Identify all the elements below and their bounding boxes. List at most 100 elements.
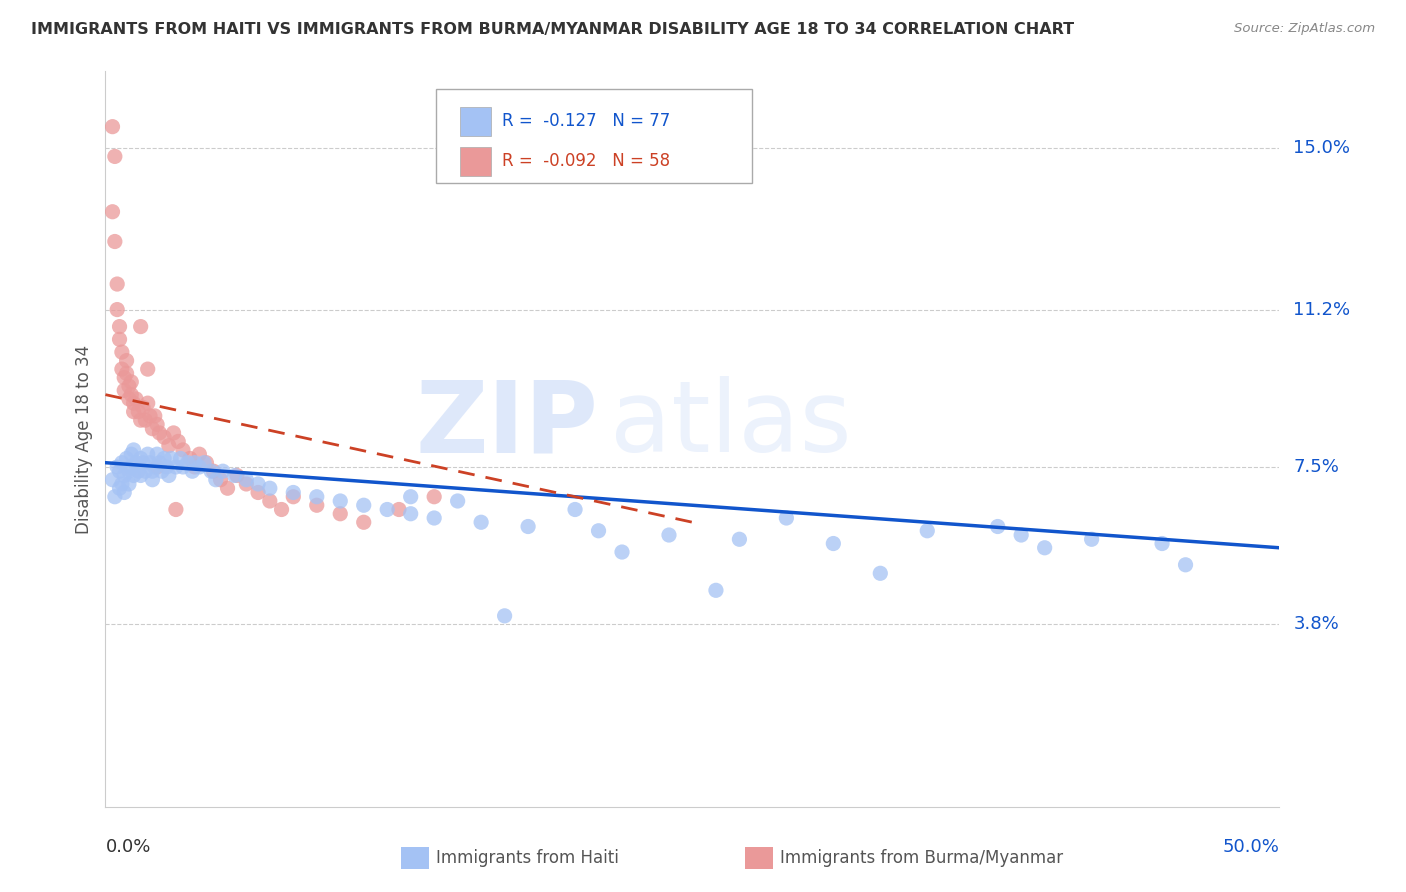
Point [122, 468, 145, 483]
Point [388, 502, 411, 516]
Point [188, 459, 211, 474]
Point [153, 451, 176, 466]
Point [329, 494, 352, 508]
Point [869, 566, 891, 581]
Point [165, 502, 187, 516]
Point [115, 451, 138, 466]
Point [202, 464, 225, 478]
Point [112, 370, 135, 384]
Point [224, 468, 246, 483]
Point [127, 464, 149, 478]
Point [129, 451, 152, 466]
Point [155, 459, 177, 474]
Point [125, 392, 148, 406]
Point [143, 409, 166, 423]
Point [270, 502, 292, 516]
Point [108, 319, 131, 334]
Point [658, 528, 681, 542]
Point [136, 396, 159, 410]
Point [987, 519, 1010, 533]
Point [132, 401, 155, 415]
Point [588, 524, 610, 538]
Point [148, 425, 170, 440]
Point [209, 473, 232, 487]
Point [1033, 541, 1056, 555]
Point [305, 490, 328, 504]
Point [200, 464, 222, 478]
Point [172, 459, 194, 474]
Point [108, 464, 131, 478]
Point [157, 439, 180, 453]
Point [211, 464, 233, 478]
Point [143, 459, 166, 474]
Point [193, 456, 215, 470]
Point [136, 447, 159, 461]
Point [105, 302, 128, 317]
Point [157, 468, 180, 483]
Point [120, 459, 142, 474]
Point [139, 409, 162, 423]
Point [120, 447, 142, 461]
Point [470, 515, 492, 529]
Point [353, 515, 375, 529]
Point [823, 536, 845, 550]
Point [127, 405, 149, 419]
Point [1080, 533, 1102, 547]
Text: 50.0%: 50.0% [1223, 838, 1279, 855]
Text: 3.8%: 3.8% [1294, 615, 1339, 633]
Point [111, 456, 134, 470]
Point [101, 204, 124, 219]
Text: atlas: atlas [610, 376, 852, 473]
Point [165, 459, 187, 474]
Point [204, 473, 226, 487]
Point [146, 447, 169, 461]
Point [704, 583, 727, 598]
Point [118, 379, 141, 393]
Point [259, 481, 281, 495]
Point [399, 490, 422, 504]
Point [235, 473, 257, 487]
Point [139, 456, 162, 470]
Point [1150, 536, 1173, 550]
Point [150, 464, 173, 478]
Y-axis label: Disability Age 18 to 34: Disability Age 18 to 34 [75, 344, 93, 534]
Text: 7.5%: 7.5% [1294, 458, 1340, 476]
Point [247, 485, 270, 500]
Point [105, 459, 128, 474]
Point [122, 442, 145, 457]
Point [183, 456, 205, 470]
Point [141, 464, 163, 478]
Point [160, 451, 183, 466]
Point [181, 464, 204, 478]
Point [101, 473, 124, 487]
Point [148, 456, 170, 470]
Text: R =  -0.092   N = 58: R = -0.092 N = 58 [502, 153, 671, 170]
Point [141, 422, 163, 436]
Point [136, 362, 159, 376]
Point [118, 392, 141, 406]
Text: Immigrants from Haiti: Immigrants from Haiti [436, 849, 619, 867]
Point [1010, 528, 1032, 542]
Point [141, 473, 163, 487]
Point [111, 345, 134, 359]
Point [494, 608, 516, 623]
Point [120, 375, 142, 389]
Point [134, 413, 156, 427]
Point [125, 456, 148, 470]
Text: ZIP: ZIP [416, 376, 599, 473]
Point [104, 235, 127, 249]
Point [329, 507, 352, 521]
Point [129, 468, 152, 483]
Point [129, 413, 152, 427]
Point [353, 498, 375, 512]
Point [132, 456, 155, 470]
Point [399, 507, 422, 521]
Text: IMMIGRANTS FROM HAITI VS IMMIGRANTS FROM BURMA/MYANMAR DISABILITY AGE 18 TO 34 C: IMMIGRANTS FROM HAITI VS IMMIGRANTS FROM… [31, 22, 1074, 37]
Point [775, 511, 797, 525]
Point [115, 367, 138, 381]
Point [115, 353, 138, 368]
Point [120, 387, 142, 401]
Point [112, 485, 135, 500]
Point [235, 477, 257, 491]
Point [179, 451, 201, 466]
